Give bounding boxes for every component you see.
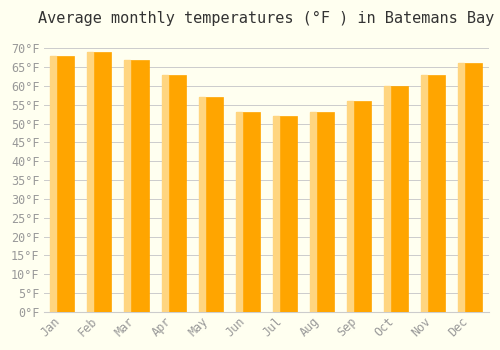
Bar <box>236 112 260 312</box>
Bar <box>347 101 371 312</box>
Bar <box>421 75 427 312</box>
Bar <box>198 97 222 312</box>
Bar <box>50 56 56 312</box>
Bar <box>236 112 242 312</box>
Bar <box>88 52 94 312</box>
Bar <box>273 116 297 312</box>
Bar <box>384 86 390 312</box>
Bar <box>347 101 353 312</box>
Bar <box>458 63 482 312</box>
Bar <box>162 75 186 312</box>
Bar <box>310 112 316 312</box>
Bar <box>458 63 464 312</box>
Bar <box>273 116 279 312</box>
Title: Average monthly temperatures (°F ) in Batemans Bay: Average monthly temperatures (°F ) in Ba… <box>38 11 494 26</box>
Bar <box>88 52 112 312</box>
Bar <box>384 86 408 312</box>
Bar <box>124 60 130 312</box>
Bar <box>310 112 334 312</box>
Bar <box>421 75 446 312</box>
Bar <box>50 56 74 312</box>
Bar <box>198 97 204 312</box>
Bar <box>124 60 148 312</box>
Bar <box>162 75 168 312</box>
